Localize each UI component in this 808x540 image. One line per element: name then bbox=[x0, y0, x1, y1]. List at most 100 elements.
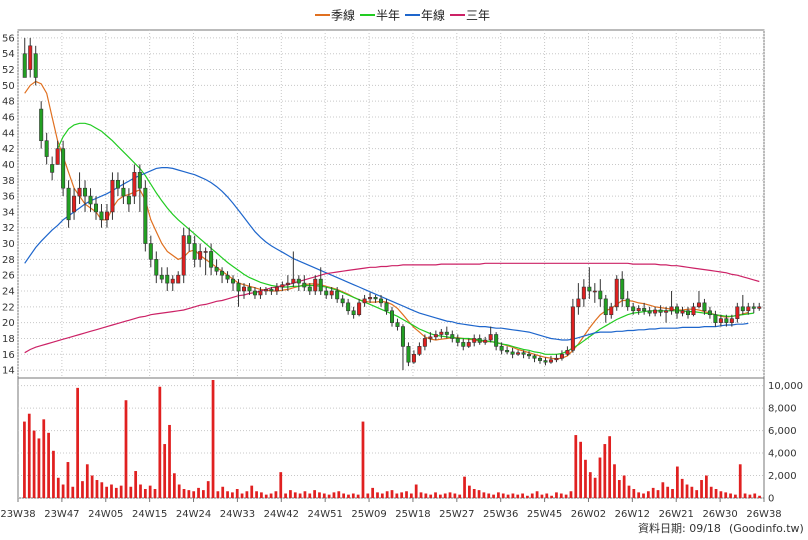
volume-bar bbox=[588, 472, 592, 498]
volume-bar bbox=[366, 493, 370, 498]
candle-body bbox=[209, 251, 214, 268]
x-tick-label: 25W45 bbox=[527, 509, 562, 520]
volume-bar bbox=[424, 493, 428, 498]
x-tick-label: 26W02 bbox=[571, 509, 606, 520]
candle-body bbox=[395, 322, 400, 327]
candle-body bbox=[28, 45, 33, 70]
candle-body bbox=[379, 298, 384, 304]
volume-bar bbox=[521, 493, 524, 498]
candle-body bbox=[450, 334, 455, 339]
volume-bar bbox=[709, 486, 713, 498]
volume-bar bbox=[472, 489, 476, 498]
candle-body bbox=[296, 278, 301, 284]
volume-bar bbox=[139, 484, 142, 498]
volume-bar bbox=[380, 493, 384, 498]
candle-body bbox=[691, 306, 696, 316]
volume-bar bbox=[351, 493, 355, 498]
moving-average-line bbox=[24, 262, 760, 354]
candle-body bbox=[187, 235, 192, 244]
y-tick-label: 20 bbox=[2, 318, 15, 329]
candle-body bbox=[313, 278, 318, 292]
volume-bar bbox=[390, 490, 394, 498]
candle-body bbox=[647, 310, 652, 314]
candle-body bbox=[72, 195, 77, 213]
candle-body bbox=[242, 286, 246, 292]
candle-body bbox=[740, 306, 745, 312]
volume-bar bbox=[414, 484, 418, 498]
legend-label: 年線 bbox=[421, 8, 445, 23]
volume-bar bbox=[738, 464, 742, 498]
x-tick-label: 26W30 bbox=[702, 509, 737, 520]
volume-bar bbox=[100, 482, 104, 498]
volume-bar bbox=[197, 487, 200, 498]
candle-body bbox=[340, 298, 345, 304]
candle-body bbox=[625, 298, 630, 308]
candle-body bbox=[236, 282, 241, 292]
candle-body bbox=[66, 187, 71, 221]
volume-bar bbox=[434, 492, 437, 498]
x-tick-label: 24W42 bbox=[264, 509, 299, 520]
y-tick-label: 16 bbox=[2, 350, 15, 361]
y-tick-label: 28 bbox=[2, 255, 15, 266]
y-tick-label: 24 bbox=[2, 287, 15, 298]
moving-average-line bbox=[24, 167, 749, 341]
volume-bar bbox=[463, 476, 466, 498]
volume-bar bbox=[453, 493, 457, 498]
volume-bar bbox=[129, 486, 133, 498]
volume-bar bbox=[42, 419, 46, 498]
volume-bar bbox=[482, 492, 486, 498]
candle-body bbox=[329, 290, 334, 296]
legend-label: 季線 bbox=[331, 8, 355, 23]
candle-body bbox=[433, 334, 438, 338]
volume-bar bbox=[477, 490, 481, 498]
x-tick-label: 23W38 bbox=[0, 509, 35, 520]
volume-bar bbox=[124, 400, 128, 498]
volume-bar bbox=[468, 485, 471, 498]
volume-bar bbox=[661, 482, 665, 498]
x-tick-label: 26W21 bbox=[659, 509, 694, 520]
volume-bar bbox=[289, 490, 292, 498]
volume-bar bbox=[61, 484, 65, 498]
volume-bar bbox=[114, 487, 118, 498]
y-tick-label: 56 bbox=[2, 33, 15, 44]
volume-bar bbox=[274, 491, 278, 498]
volume-bar bbox=[148, 485, 152, 498]
volume-bar bbox=[303, 491, 307, 498]
candle-body bbox=[99, 211, 104, 221]
y-tick-label: 26 bbox=[2, 271, 15, 282]
candle-body bbox=[718, 318, 723, 323]
volume-bar bbox=[264, 494, 268, 498]
x-tick-label: 24W51 bbox=[308, 509, 343, 520]
volume-bar bbox=[158, 386, 162, 498]
volume-bar bbox=[206, 481, 210, 498]
volume-tick-label: 4,000 bbox=[768, 449, 797, 460]
volume-bar bbox=[637, 492, 641, 498]
y-tick-label: 48 bbox=[2, 97, 15, 108]
volume-bar bbox=[376, 492, 379, 498]
volume-bar bbox=[622, 475, 626, 498]
candle-body bbox=[554, 357, 559, 361]
volume-bar bbox=[187, 490, 191, 498]
candle-body bbox=[724, 318, 729, 323]
volume-bar bbox=[646, 491, 650, 498]
volume-bar bbox=[322, 493, 326, 498]
candle-body bbox=[751, 306, 756, 309]
candle-body bbox=[521, 352, 526, 355]
volume-bar bbox=[555, 492, 558, 498]
candle-body bbox=[346, 302, 351, 312]
candle-body bbox=[735, 306, 740, 319]
x-tick-label: 25W09 bbox=[351, 509, 386, 520]
candle-body bbox=[390, 310, 394, 323]
candle-body bbox=[483, 339, 488, 343]
y-tick-label: 18 bbox=[2, 334, 15, 345]
volume-bar bbox=[71, 486, 75, 498]
candle-body bbox=[252, 290, 257, 296]
candle-body bbox=[702, 302, 707, 312]
volume-bar bbox=[327, 494, 331, 498]
candle-body bbox=[455, 338, 460, 343]
candle-body bbox=[592, 290, 597, 293]
candle-body bbox=[400, 326, 405, 347]
y-tick-label: 52 bbox=[2, 65, 15, 76]
candle-body bbox=[351, 310, 356, 316]
